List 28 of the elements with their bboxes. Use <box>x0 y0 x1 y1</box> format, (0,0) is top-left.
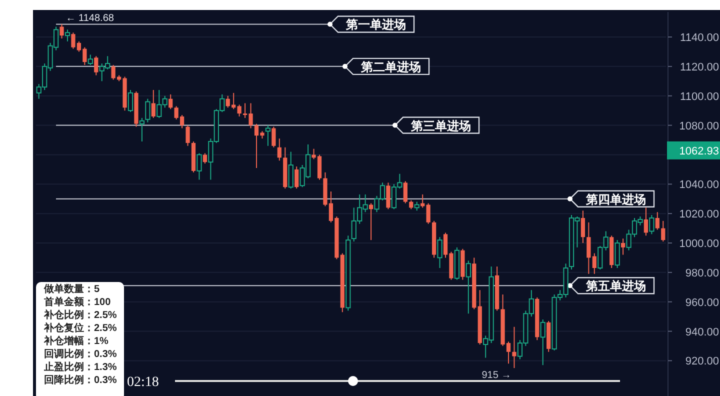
annotation: 补仓增幅：1% <box>43 335 109 347</box>
y-tick-label: 1140.00 <box>680 32 719 44</box>
annotation: 915 → <box>482 370 512 382</box>
y-tick-label: 1040.00 <box>679 179 719 192</box>
y-tick-label: 1020.00 <box>679 208 719 221</box>
y-tick-label: 980.00 <box>685 267 719 280</box>
text: 1062.93 <box>679 145 719 158</box>
y-tick-label: 1000.00 <box>679 238 719 250</box>
ref-line-label: 第二单进场 <box>360 60 421 74</box>
ref-line-label: 第五单进场 <box>585 279 646 294</box>
annotation: 做单数量：5 <box>43 283 100 295</box>
annotation: 回降比例：0.3% <box>44 374 117 386</box>
annotation: 首单金额：100 <box>43 296 112 308</box>
y-tick-label: 960.00 <box>685 296 719 309</box>
ref-line-label: 第三单进场 <box>410 118 471 133</box>
annotation: 回调比例：0.3% <box>44 348 117 360</box>
ref-line-label: 第四单进场 <box>585 192 646 206</box>
y-tick-label: 1120.00 <box>680 61 719 74</box>
annotation: 补仓复位：2.5% <box>43 322 117 334</box>
y-tick-label: 940.00 <box>685 326 719 338</box>
y-tick-label: 920.00 <box>685 356 719 368</box>
ref-line-label: 第一单进场 <box>345 18 406 32</box>
annotation: ← 1148.68 <box>66 13 114 24</box>
annotation: 02:18 <box>127 375 159 390</box>
y-tick-label: 1080.00 <box>679 120 719 132</box>
annotation: 止盈比例：1.3% <box>43 361 117 373</box>
y-tick-label: 1100.00 <box>680 90 719 103</box>
annotation: 补仓比例：2.5% <box>43 309 117 321</box>
